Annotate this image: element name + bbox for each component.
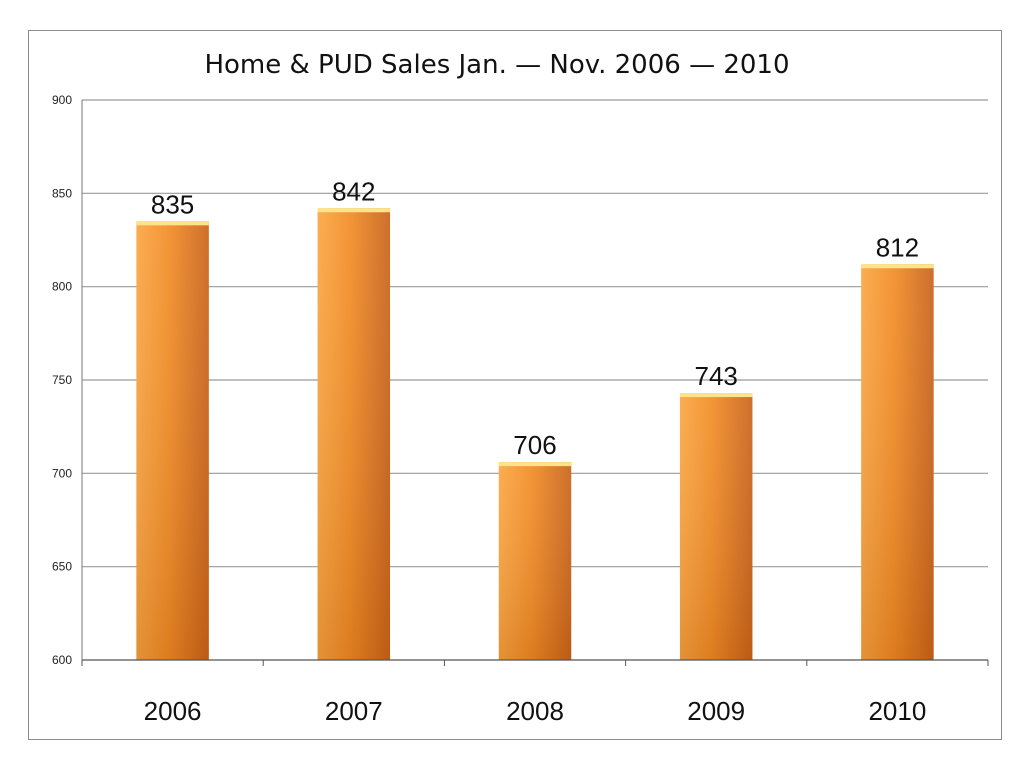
bar-shade (498, 462, 572, 660)
bar-top-highlight (136, 221, 209, 226)
x-tick-label: 2010 (868, 696, 926, 726)
x-tick-label: 2007 (325, 696, 383, 726)
bar-top-highlight (317, 208, 391, 213)
bar-2007 (317, 208, 391, 660)
value-label: 706 (513, 430, 556, 460)
bar-top-highlight (679, 393, 753, 398)
value-label: 842 (332, 176, 375, 206)
y-tick-label: 850 (52, 186, 72, 200)
x-axis (81, 100, 989, 666)
y-axis-tick-labels: 600 650 700 750 800 850 900 (52, 93, 72, 667)
chart-title: Home & PUD Sales Jan. — Nov. 2006 — 2010 (204, 50, 789, 80)
y-tick-label: 900 (52, 93, 72, 107)
bar-shade (679, 393, 753, 660)
bar-2006 (136, 221, 209, 661)
x-tick-label: 2008 (506, 696, 564, 726)
bar-top-highlight (861, 264, 934, 269)
y-tick-label: 650 (52, 560, 72, 574)
value-label: 743 (695, 361, 738, 391)
bar-2010 (861, 264, 934, 660)
y-tick-label: 800 (52, 280, 72, 294)
bar-shade (861, 264, 934, 660)
data-labels: 835 2006 842 2007 706 2008 743 2009 812 2010 (144, 176, 927, 726)
gridlines (82, 99, 988, 568)
y-tick-label: 600 (52, 653, 72, 667)
y-tick-label: 750 (52, 373, 72, 387)
value-label: 835 (151, 189, 194, 219)
y-tick-label: 700 (52, 466, 72, 480)
bar-top-highlight (498, 462, 572, 467)
value-label: 812 (876, 232, 919, 262)
x-tick-label: 2006 (144, 696, 202, 726)
bar-shade (136, 221, 209, 661)
bar-shade (317, 208, 391, 660)
bar-2008 (498, 462, 572, 660)
x-tick-label: 2009 (687, 696, 745, 726)
bars (136, 208, 934, 661)
bar-2009 (679, 393, 753, 660)
